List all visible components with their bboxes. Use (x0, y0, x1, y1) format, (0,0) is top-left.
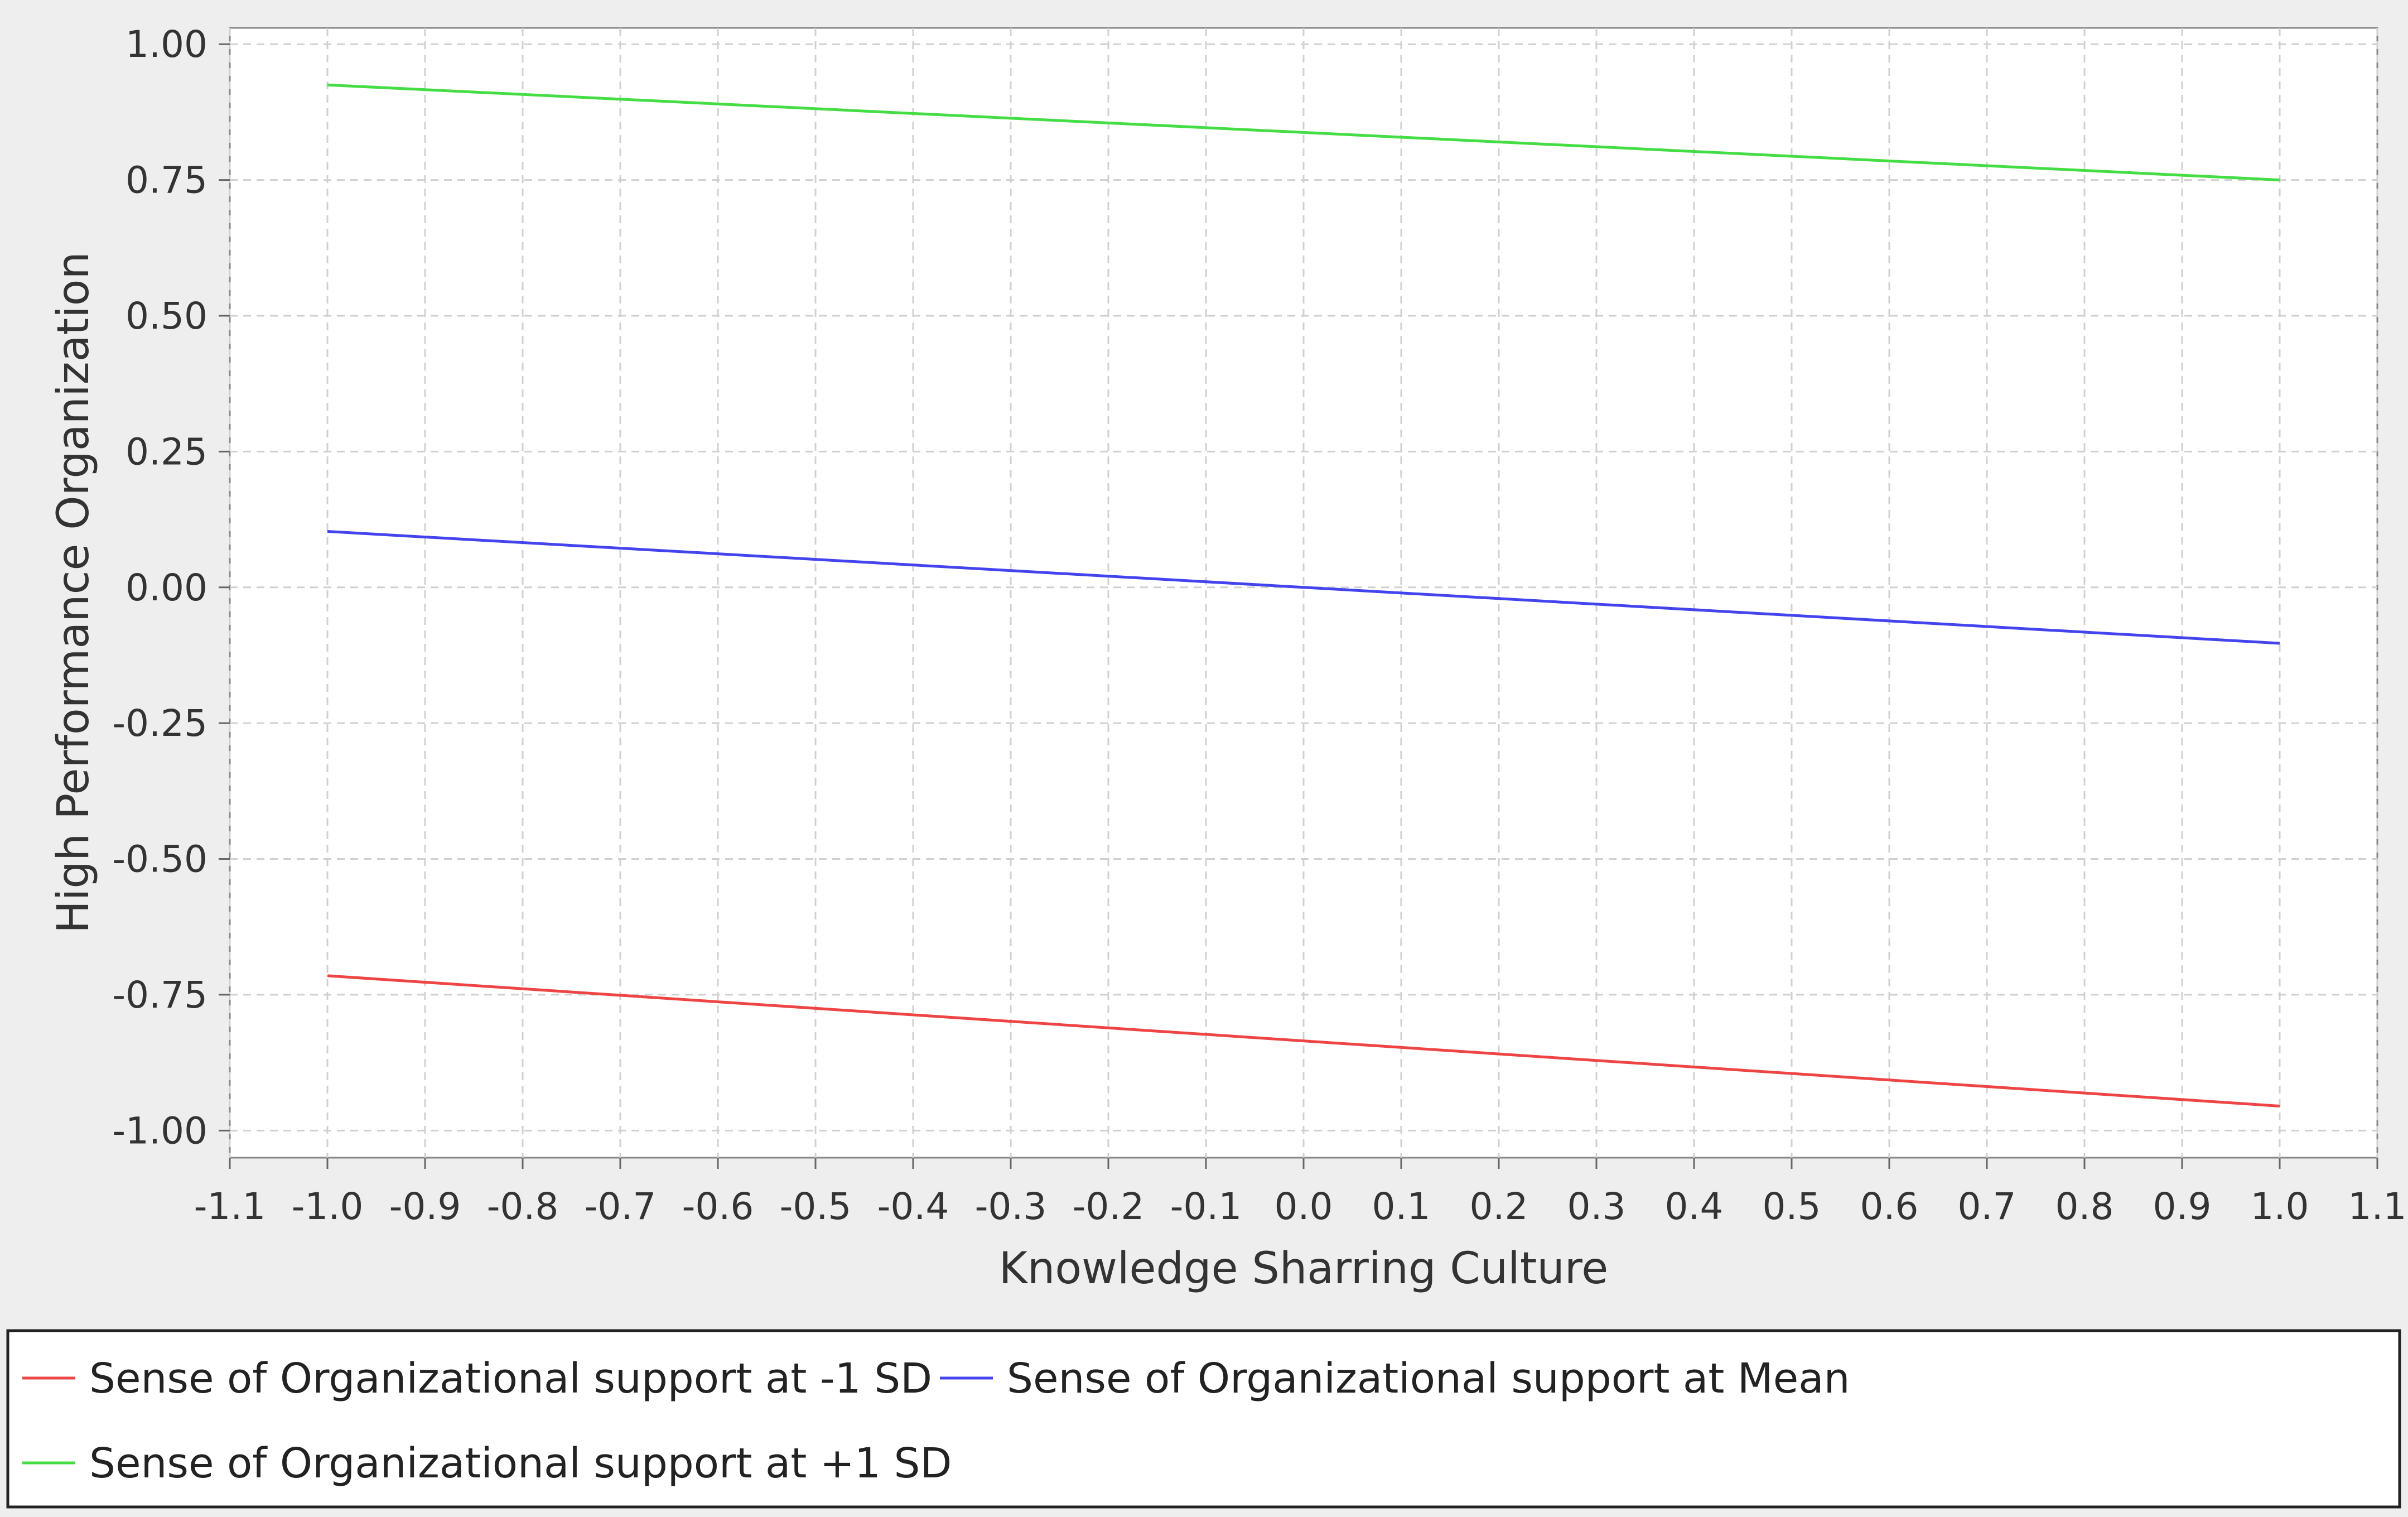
y-tick-label: -0.50 (112, 838, 207, 881)
y-tick-label: 0.75 (126, 159, 207, 202)
x-tick-label: 0.0 (1275, 1185, 1333, 1228)
x-tick-label: 0.2 (1470, 1185, 1528, 1228)
y-tick-label: 0.50 (126, 295, 207, 338)
series-line-3 (327, 83, 2280, 182)
x-tick-label: -1.1 (194, 1185, 266, 1228)
y-tick-label: 0.25 (126, 430, 207, 473)
x-tick-label: 0.8 (2055, 1185, 2114, 1228)
x-tick-label: 0.4 (1665, 1185, 1724, 1228)
y-tick-label: -0.75 (112, 974, 207, 1017)
x-tick-label: -0.7 (585, 1185, 657, 1228)
x-tick-label: 0.6 (1860, 1185, 1919, 1228)
legend: Sense of Organizational support at -1 SD… (22, 1355, 1850, 1487)
x-tick-label: -0.5 (780, 1185, 852, 1228)
x-axis-label: Knowledge Sharring Culture (999, 1244, 1608, 1294)
x-tick-label: -0.6 (682, 1185, 754, 1228)
x-tick-label: 1.0 (2251, 1185, 2309, 1228)
x-tick-label: -0.2 (1073, 1185, 1145, 1228)
y-tick-label: 0.00 (126, 566, 207, 609)
series-line-2 (327, 529, 2280, 645)
x-tick-label: -0.1 (1170, 1185, 1242, 1228)
x-tick-label: 1.1 (2348, 1185, 2407, 1228)
x-tick-label: -1.0 (292, 1185, 364, 1228)
legend-label: Sense of Organizational support at +1 SD (89, 1439, 952, 1487)
series-lines (327, 83, 2280, 1108)
y-tick-label: 1.00 (126, 23, 207, 66)
x-tick-label: 0.3 (1567, 1185, 1626, 1228)
y-tick-label: -0.25 (112, 702, 207, 745)
legend-label: Sense of Organizational support at -1 SD (89, 1355, 932, 1403)
x-tick-label: -0.3 (975, 1185, 1047, 1228)
axes: -1.1 -1.0 -0.9 -0.8 -0.7 -0.6 -0.5 -0.4 -0.3 -0.2… (112, 23, 2406, 1228)
grid-lines (229, 28, 2378, 1158)
y-axis-label: High Performance Organization (49, 252, 99, 933)
x-tick-label: 0.5 (1763, 1185, 1821, 1228)
x-tick-label: 0.1 (1372, 1185, 1431, 1228)
x-tick-label: -0.8 (487, 1185, 559, 1228)
x-tick-label: 0.7 (1958, 1185, 2016, 1228)
legend-box (6, 1329, 2401, 1509)
y-tick-label: -1.00 (112, 1109, 207, 1152)
x-tick-label: -0.4 (877, 1185, 949, 1228)
x-tick-label: 0.9 (2153, 1185, 2212, 1228)
series-line-1 (327, 974, 2280, 1108)
x-tick-label: -0.9 (389, 1185, 461, 1228)
legend-label: Sense of Organizational support at Mean (1007, 1355, 1850, 1403)
